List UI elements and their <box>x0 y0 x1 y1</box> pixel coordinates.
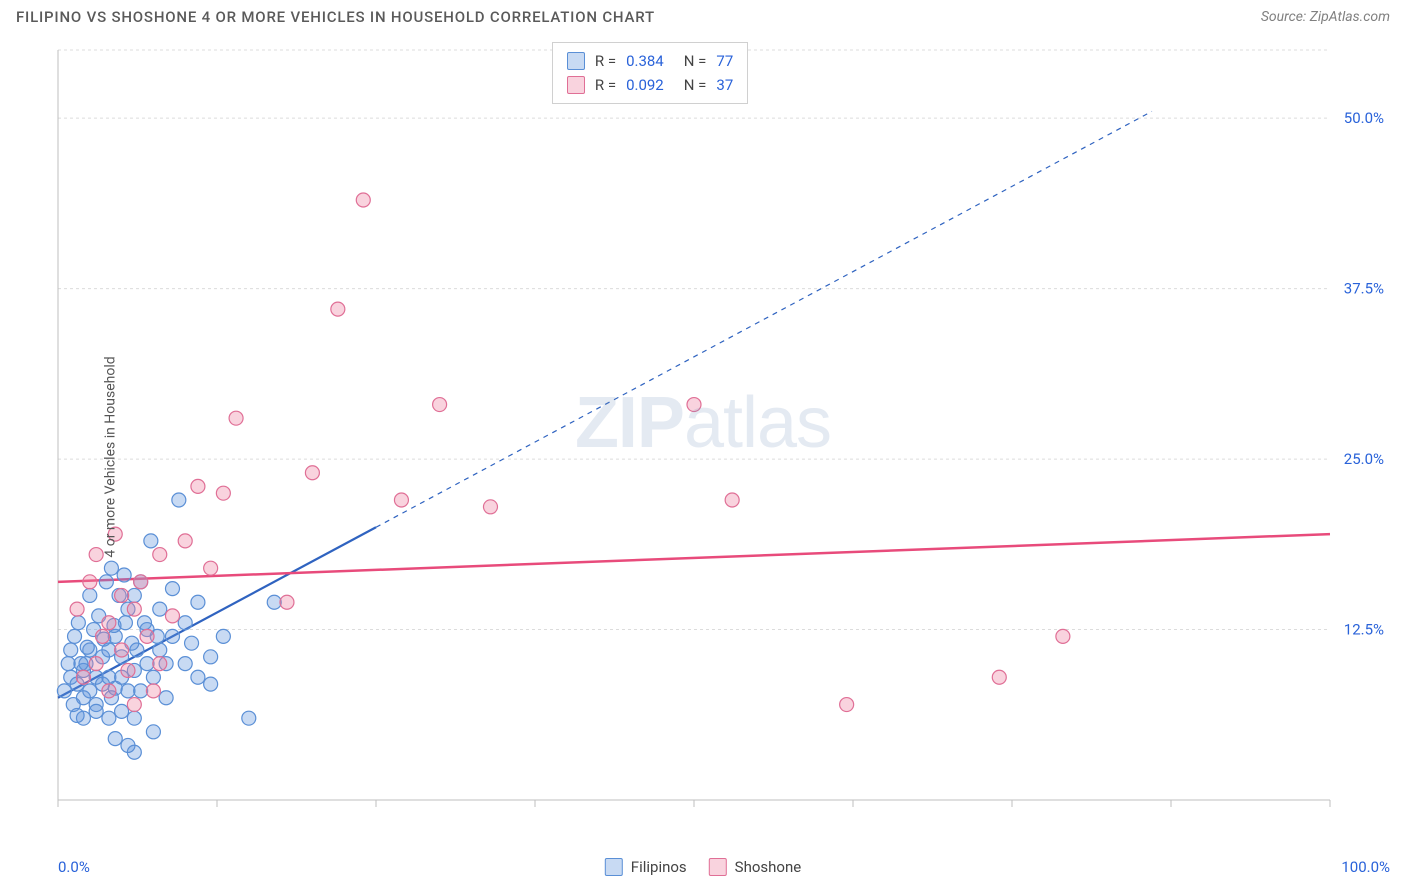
legend-row-filipinos: R = 0.384 N = 77 <box>567 49 733 73</box>
svg-text:50.0%: 50.0% <box>1344 109 1384 127</box>
svg-text:25.0%: 25.0% <box>1344 450 1384 468</box>
n-value: 77 <box>716 49 733 73</box>
swatch-icon <box>709 858 727 876</box>
r-value: 0.384 <box>626 49 664 73</box>
r-value: 0.092 <box>626 73 664 97</box>
svg-text:37.5%: 37.5% <box>1344 280 1384 298</box>
svg-text:12.5%: 12.5% <box>1344 621 1384 639</box>
chart-title: FILIPINO VS SHOSHONE 4 OR MORE VEHICLES … <box>16 8 655 26</box>
legend-item-filipinos: Filipinos <box>605 858 687 876</box>
swatch-icon <box>567 76 585 94</box>
swatch-icon <box>567 52 585 70</box>
x-axis-min: 0.0% <box>58 858 90 876</box>
chart-container: 4 or more Vehicles in Household 12.5% 25.… <box>16 38 1390 876</box>
y-axis-label: 4 or more Vehicles in Household <box>103 356 119 557</box>
scatter-plot: 12.5% 25.0% 37.5% 50.0% <box>50 38 1390 838</box>
series-legend: Filipinos Shoshone <box>605 858 801 876</box>
swatch-icon <box>605 858 623 876</box>
n-value: 37 <box>716 73 733 97</box>
legend-item-shoshone: Shoshone <box>709 858 802 876</box>
x-axis-max: 100.0% <box>1341 858 1390 876</box>
legend-row-shoshone: R = 0.092 N = 37 <box>567 73 733 97</box>
source-label: Source: ZipAtlas.com <box>1261 9 1390 25</box>
correlation-legend: R = 0.384 N = 77 R = 0.092 N = 37 <box>552 42 748 104</box>
